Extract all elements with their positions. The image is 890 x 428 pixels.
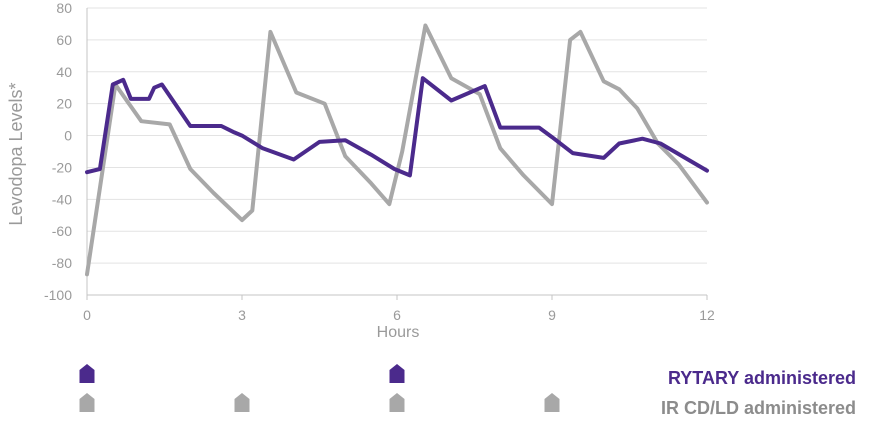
y-tick-labels: 80 60 40 20 0 -20 -40 -60 -80 -100	[44, 0, 72, 303]
rytary-dose-marker	[79, 364, 95, 383]
legend-rytary: RYTARY administered	[667, 368, 856, 388]
grid-lines	[86, 7, 707, 296]
x-tick-label: 6	[393, 307, 401, 323]
series-line-ir-cd-ld	[85, 23, 709, 277]
y-tick-label: 0	[64, 128, 72, 144]
legend-ir: IR CD/LD administered	[660, 398, 856, 418]
series-lines	[85, 23, 709, 277]
y-tick-label: 40	[56, 64, 72, 80]
x-tick-label: 0	[83, 307, 91, 323]
y-tick-label: -20	[52, 159, 72, 175]
y-tick-label: 20	[56, 96, 72, 112]
x-axis-title: Hours	[377, 324, 420, 341]
y-tick-label: 60	[56, 32, 72, 48]
series-line-rytary	[85, 76, 709, 178]
y-tick-label: -100	[44, 287, 72, 303]
x-tick-label: 3	[238, 307, 246, 323]
x-tick-labels: 0 3 6 9 12	[83, 295, 715, 323]
x-tick-label: 12	[699, 307, 715, 323]
y-tick-label: -80	[52, 255, 72, 271]
y-tick-label: -60	[52, 223, 72, 239]
ir-dose-marker	[79, 393, 95, 412]
ir-dose-marker	[544, 393, 560, 412]
y-axis-title: Levodopa Levels*	[6, 82, 26, 225]
rytary-dose-marker	[389, 364, 405, 383]
x-tick-label: 9	[548, 307, 556, 323]
dosing-markers	[79, 364, 560, 412]
ir-dose-marker	[389, 393, 405, 412]
y-tick-label: -40	[52, 191, 72, 207]
ir-dose-marker	[234, 393, 250, 412]
y-tick-label: 80	[56, 0, 72, 16]
